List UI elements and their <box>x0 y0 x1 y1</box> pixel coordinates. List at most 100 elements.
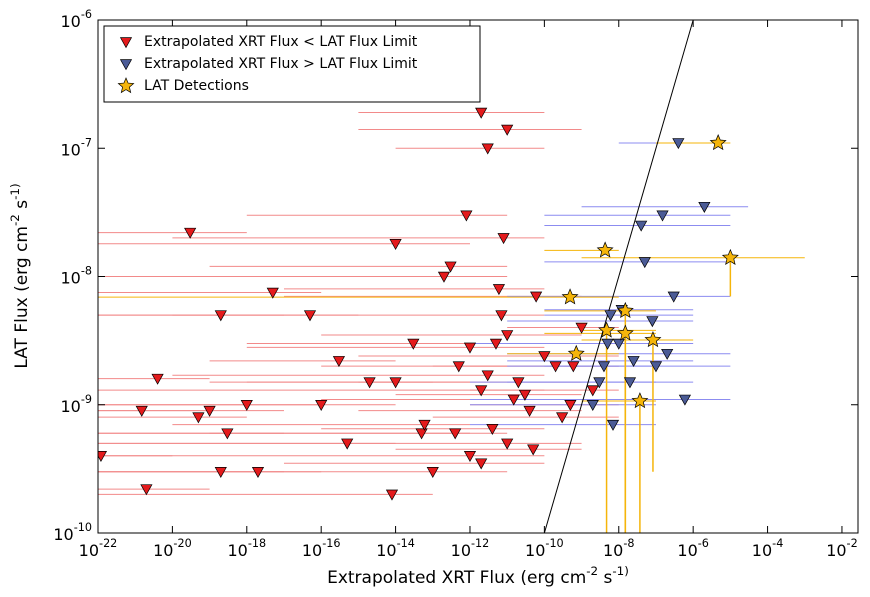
x-tick-label: 10-4 <box>752 537 784 560</box>
point <box>332 356 346 368</box>
point <box>501 330 514 342</box>
point <box>612 338 625 350</box>
reference-line <box>543 20 694 533</box>
point <box>452 361 465 373</box>
point <box>556 412 569 424</box>
point <box>616 324 634 341</box>
point <box>586 385 599 397</box>
point <box>415 428 428 440</box>
point <box>627 356 640 368</box>
point <box>596 241 614 258</box>
point <box>463 342 477 354</box>
legend-marker <box>119 59 133 71</box>
points <box>98 107 739 501</box>
point <box>214 310 227 322</box>
y-tick-label: 10-8 <box>60 265 92 288</box>
x-tick-label: 10-8 <box>603 537 635 560</box>
point <box>475 107 488 119</box>
point <box>315 400 328 411</box>
point <box>140 484 153 496</box>
point <box>449 428 462 440</box>
point <box>604 310 617 322</box>
point <box>567 361 580 373</box>
axes: 10-22 10-20 10-18 10-16 10-14 10-12 10-10 10-8 1… <box>53 8 858 560</box>
point <box>523 405 536 417</box>
point <box>530 291 543 303</box>
point <box>564 400 577 411</box>
point <box>444 261 457 273</box>
point <box>501 124 514 136</box>
y-tick-label: 10-6 <box>60 8 92 31</box>
point <box>631 392 649 409</box>
point <box>606 419 620 431</box>
point <box>192 412 205 424</box>
x-tick-label: 10-12 <box>451 537 490 560</box>
point <box>385 489 399 501</box>
point <box>303 310 317 322</box>
point <box>512 377 525 389</box>
legend-label: LAT Detections <box>144 78 249 94</box>
x-tick-label: 10-14 <box>376 537 415 560</box>
point <box>407 338 420 350</box>
point <box>709 134 727 151</box>
point <box>635 220 648 232</box>
point <box>549 361 562 373</box>
point <box>463 451 477 463</box>
point <box>698 201 711 213</box>
x-tick-label: 10-18 <box>227 537 266 560</box>
point <box>489 338 503 350</box>
point <box>495 310 508 322</box>
point <box>437 271 451 283</box>
y-tick-label: 10-7 <box>60 136 92 159</box>
point <box>418 419 431 431</box>
point <box>672 138 685 150</box>
point <box>538 351 551 363</box>
point <box>135 405 148 417</box>
point <box>486 423 499 435</box>
point <box>644 331 662 348</box>
point <box>475 458 488 470</box>
point <box>561 288 579 305</box>
legend-marker <box>119 37 133 49</box>
point <box>597 361 611 373</box>
point <box>492 284 506 296</box>
x-tick-label: 10-20 <box>153 537 192 560</box>
point <box>507 394 520 406</box>
point <box>460 210 473 222</box>
legend-box <box>103 25 481 103</box>
y-tick-label: 10-10 <box>53 521 92 544</box>
point <box>481 370 494 382</box>
legend: Extrapolated XRT Flux < LAT Flux Limit Ex… <box>103 25 481 103</box>
x-tick-label: 10-6 <box>677 537 709 560</box>
reference <box>543 20 694 533</box>
point <box>518 389 532 401</box>
point <box>389 377 402 389</box>
point <box>426 467 439 479</box>
point <box>266 287 279 299</box>
point <box>389 239 402 250</box>
point <box>203 405 216 417</box>
point <box>593 377 606 389</box>
x-tick-label: 10-22 <box>79 537 118 560</box>
point <box>567 344 585 361</box>
point <box>527 444 540 456</box>
point <box>214 467 227 479</box>
point <box>667 291 680 303</box>
point <box>586 400 599 411</box>
x-axis-label: Extrapolated XRT Flux (erg cm-2 s-1) <box>327 564 629 589</box>
point <box>656 210 669 222</box>
point <box>501 438 514 450</box>
point <box>475 385 488 397</box>
legend-label: Extrapolated XRT Flux < LAT Flux Limit <box>144 34 418 50</box>
point <box>721 248 739 265</box>
point <box>221 428 234 440</box>
x-tick-label: 10-16 <box>302 537 341 560</box>
legend-label: Extrapolated XRT Flux > LAT Flux Limit <box>144 56 418 72</box>
point <box>341 438 354 450</box>
point <box>151 373 164 385</box>
point <box>678 394 692 406</box>
legend-marker <box>117 77 135 94</box>
x-tick-label: 10-2 <box>826 537 858 560</box>
point <box>184 227 197 239</box>
